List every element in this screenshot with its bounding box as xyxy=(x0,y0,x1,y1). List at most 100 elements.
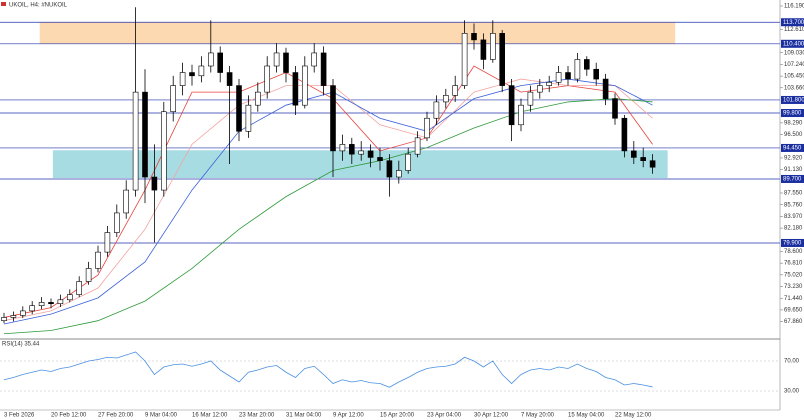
y-tick-label: 70.00 xyxy=(784,359,800,365)
candle-body xyxy=(19,310,26,316)
candle-body xyxy=(104,232,111,253)
y-tick-label: 92.920 xyxy=(784,156,803,162)
x-tick-label: 20 Feb 12:00 xyxy=(51,413,87,419)
x-tick-label: 9 Apr 12:00 xyxy=(333,413,364,419)
y-tick-label: 107.240 xyxy=(784,62,804,68)
candle-body xyxy=(574,59,581,80)
candle-body xyxy=(565,72,571,80)
candle-body xyxy=(433,101,440,119)
level-label-box xyxy=(781,238,804,247)
y-tick-label: 85.760 xyxy=(784,202,803,208)
candle-body xyxy=(358,150,365,155)
candle-body xyxy=(330,85,336,152)
level-label: 94.450 xyxy=(783,146,802,152)
candle-body xyxy=(48,302,54,305)
y-tick-label: 83.970 xyxy=(784,214,803,220)
candle-body xyxy=(395,170,402,178)
candle-body xyxy=(245,104,252,132)
candle-body xyxy=(630,150,637,158)
candle-body xyxy=(189,72,195,77)
candle-body xyxy=(132,91,139,191)
level-label: 110.400 xyxy=(783,41,804,47)
x-tick-label: 9 Mar 04:00 xyxy=(145,413,178,419)
x-tick-label: 7 May 20:00 xyxy=(521,413,555,419)
level-label: 113.700 xyxy=(783,20,804,26)
candle-body xyxy=(583,59,590,70)
level-label: 89.700 xyxy=(783,177,802,183)
y-tick-label: 78.600 xyxy=(784,249,803,255)
candle-body xyxy=(114,212,120,233)
x-tick-label: 30 Apr 12:00 xyxy=(474,413,509,419)
candle-body xyxy=(170,85,176,113)
x-tick-label: 15 Apr 20:00 xyxy=(380,413,415,419)
candle-body xyxy=(283,52,289,73)
level-label-box xyxy=(781,18,804,27)
y-tick-label: 112.610 xyxy=(784,27,804,33)
candle-body xyxy=(320,52,327,86)
y-tick-label: 98.290 xyxy=(784,120,803,126)
y-tick-label: 116.190 xyxy=(784,4,804,10)
candle-body xyxy=(10,315,17,318)
candle-body xyxy=(95,251,101,269)
candle-body xyxy=(414,137,421,155)
candle-body xyxy=(142,91,148,178)
candle-body xyxy=(424,117,430,139)
rsi-title: RSI(14) 35.44 xyxy=(2,342,40,348)
candle-body xyxy=(508,85,515,126)
symbol-icon xyxy=(1,2,6,6)
level-label-box xyxy=(781,109,804,118)
candle-body xyxy=(386,160,393,178)
candle-body xyxy=(1,317,7,321)
candle-body xyxy=(602,78,609,99)
candle-body xyxy=(236,85,242,132)
candle-body xyxy=(480,39,487,60)
level-label-box xyxy=(781,174,804,183)
candle-body xyxy=(301,65,308,106)
candle-body xyxy=(198,65,205,77)
candle-body xyxy=(311,52,318,67)
chart-header: UKOIL, H4: #NUKOIL xyxy=(9,3,68,9)
y-tick-label: 91.130 xyxy=(784,167,803,173)
candle-body xyxy=(67,294,73,301)
y-tick-label: 96.500 xyxy=(784,132,803,138)
candle-body xyxy=(151,176,158,191)
candle-body xyxy=(161,111,167,191)
zone xyxy=(39,22,676,44)
candle-body xyxy=(367,150,374,158)
candle-body xyxy=(527,91,534,106)
y-tick-label: 73.230 xyxy=(784,284,803,290)
level-label: 79.900 xyxy=(783,241,802,247)
x-tick-label: 16 Mar 12:00 xyxy=(192,413,228,419)
candle-body xyxy=(471,33,477,41)
y-tick-label: 75.020 xyxy=(784,272,803,278)
y-tick-label: 76.810 xyxy=(784,261,803,267)
x-tick-label: 15 May 04:00 xyxy=(568,413,605,419)
candle-body xyxy=(38,302,45,306)
candle-body xyxy=(377,157,383,161)
x-tick-label: 27 Feb 20:00 xyxy=(98,413,134,419)
candle-body xyxy=(29,305,36,312)
x-tick-label: 31 Mar 04:00 xyxy=(286,413,322,419)
candle-body xyxy=(85,268,92,282)
candle-body xyxy=(57,299,64,305)
y-tick-label: 87.550 xyxy=(784,191,803,197)
candle-body xyxy=(640,157,647,161)
candle-body xyxy=(339,144,346,152)
candle-body xyxy=(179,72,186,86)
candle-body xyxy=(555,72,562,83)
candle-body xyxy=(405,153,412,171)
level-label: 99.800 xyxy=(783,111,802,117)
candle-body xyxy=(273,52,280,67)
candle-body xyxy=(217,52,223,73)
candle-body xyxy=(621,117,628,152)
candle-body xyxy=(546,82,553,86)
y-tick-label: 30.00 xyxy=(784,389,800,395)
candle-body xyxy=(489,33,496,60)
zone xyxy=(52,150,668,178)
candle-body xyxy=(123,189,129,214)
candle-body xyxy=(461,33,468,86)
candle-body xyxy=(536,85,543,93)
level-label-box xyxy=(781,95,804,104)
y-tick-label: 67.860 xyxy=(784,319,803,325)
